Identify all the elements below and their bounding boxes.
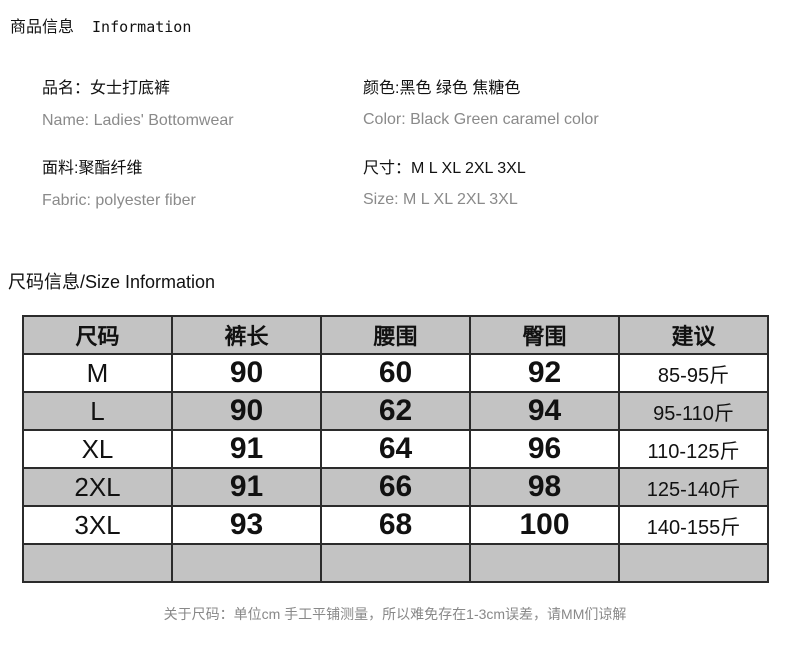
- empty-cell: [171, 543, 322, 583]
- cell-hip: 100: [469, 505, 620, 545]
- cell-length: 90: [171, 391, 322, 431]
- name-zh: 品名：女士打底裤: [42, 80, 171, 97]
- empty-cell: [320, 543, 471, 583]
- table-header-row: 尺码 裤长 腰围 臀围 建议: [22, 315, 769, 355]
- cell-size: 2XL: [22, 467, 173, 507]
- color-en: Color: Black Green caramel color: [363, 111, 599, 128]
- empty-cell: [22, 543, 173, 583]
- empty-cell: [618, 543, 769, 583]
- cell-size: M: [22, 353, 173, 393]
- cell-recommend: 110-125斤: [618, 429, 769, 469]
- header-hip: 臀围: [469, 315, 620, 355]
- size-zh: 尺寸：M L XL 2XL 3XL: [363, 160, 526, 177]
- table-row-empty: [22, 543, 769, 583]
- cell-waist: 62: [320, 391, 471, 431]
- cell-waist: 60: [320, 353, 471, 393]
- title-en: Information: [92, 18, 192, 36]
- cell-recommend: 140-155斤: [618, 505, 769, 545]
- table-row: L 90 62 94 95-110斤: [22, 391, 769, 431]
- cell-size: 3XL: [22, 505, 173, 545]
- fabric-en: Fabric: polyester fiber: [42, 192, 196, 209]
- cell-size: L: [22, 391, 173, 431]
- cell-hip: 96: [469, 429, 620, 469]
- cell-size: XL: [22, 429, 173, 469]
- cell-length: 90: [171, 353, 322, 393]
- cell-length: 93: [171, 505, 322, 545]
- size-table: 尺码 裤长 腰围 臀围 建议 M 90 60 92 85-95斤 L 90 62…: [22, 315, 769, 583]
- cell-hip: 94: [469, 391, 620, 431]
- name-en: Name: Ladies' Bottomwear: [42, 112, 234, 129]
- fabric-zh: 面料:聚酯纤维: [42, 160, 143, 177]
- table-row: 2XL 91 66 98 125-140斤: [22, 467, 769, 507]
- section-title-size-info: 尺码信息/Size Information: [8, 272, 216, 292]
- cell-hip: 98: [469, 467, 620, 507]
- cell-waist: 64: [320, 429, 471, 469]
- cell-hip: 92: [469, 353, 620, 393]
- cell-waist: 68: [320, 505, 471, 545]
- table-row: M 90 60 92 85-95斤: [22, 353, 769, 393]
- header-recommend: 建议: [618, 315, 769, 355]
- header-length: 裤长: [171, 315, 322, 355]
- header-size: 尺码: [22, 315, 173, 355]
- cell-length: 91: [171, 467, 322, 507]
- cell-recommend: 125-140斤: [618, 467, 769, 507]
- section-title-product-info: 商品信息 Information: [10, 13, 191, 37]
- color-zh: 颜色:黑色 绿色 焦糖色: [363, 80, 521, 97]
- measurement-note: 关于尺码：单位cm 手工平铺测量，所以难免存在1-3cm误差，请MM们谅解: [163, 606, 627, 622]
- cell-waist: 66: [320, 467, 471, 507]
- cell-recommend: 85-95斤: [618, 353, 769, 393]
- table-row: XL 91 64 96 110-125斤: [22, 429, 769, 469]
- cell-recommend: 95-110斤: [618, 391, 769, 431]
- header-waist: 腰围: [320, 315, 471, 355]
- cell-length: 91: [171, 429, 322, 469]
- title-zh: 商品信息: [10, 19, 75, 36]
- size-en: Size: M L XL 2XL 3XL: [363, 191, 518, 208]
- empty-cell: [469, 543, 620, 583]
- table-row: 3XL 93 68 100 140-155斤: [22, 505, 769, 545]
